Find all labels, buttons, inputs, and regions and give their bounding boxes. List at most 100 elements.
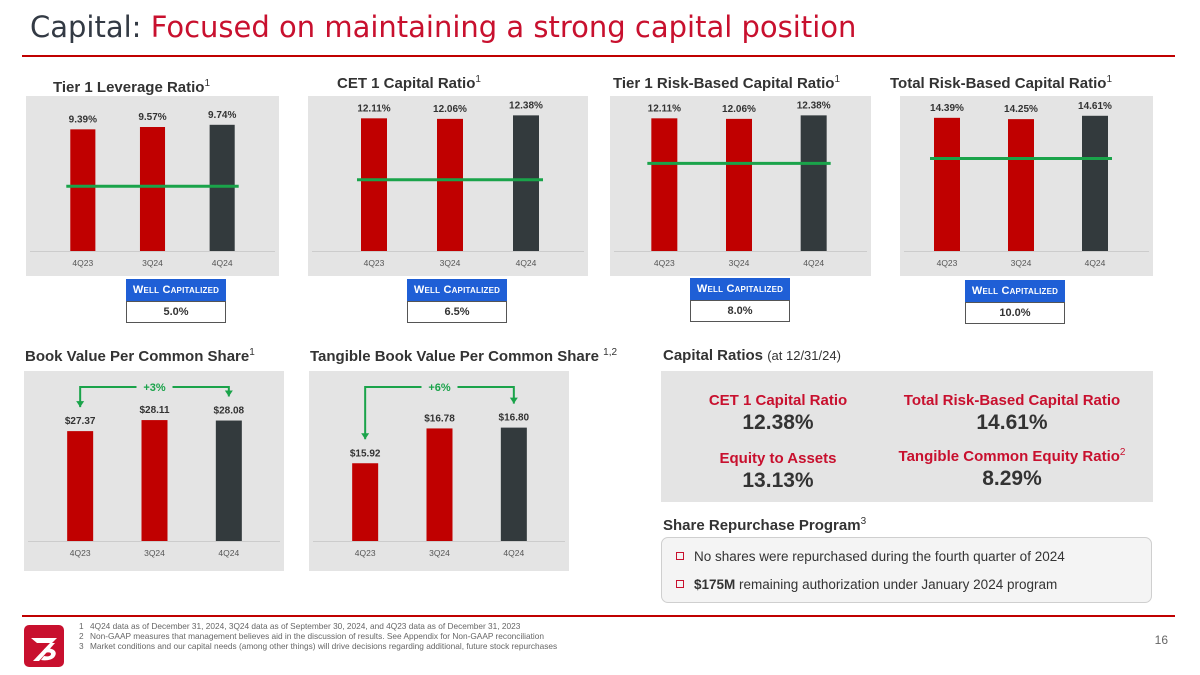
ratio-label: Equity to Assets — [719, 450, 837, 467]
tier1-risk-chart: 12.11% 4Q23 12.06% 3Q24 12.38% 4Q24 — [610, 96, 871, 276]
data-label: 9.39% — [69, 114, 97, 125]
change-label: +3% — [143, 382, 166, 394]
tick-label: 3Q24 — [1011, 258, 1032, 268]
title-divider — [22, 55, 1175, 57]
cet1-chart: 12.11% 4Q23 12.06% 3Q24 12.38% 4Q24 — [308, 96, 588, 276]
data-label: 12.11% — [648, 103, 681, 114]
arrow-head-icon — [361, 433, 370, 440]
data-label: 12.11% — [357, 103, 390, 114]
data-label: $15.92 — [350, 448, 381, 459]
bar-3Q24 — [1008, 119, 1034, 251]
repurchase-title: Share Repurchase Program3 — [663, 516, 867, 534]
tick-label: 4Q24 — [1085, 258, 1106, 268]
tick-label: 4Q23 — [937, 258, 958, 268]
page-title-main: Focused on maintaining a strong capital … — [150, 10, 857, 44]
ratio-value: 14.61% — [976, 411, 1048, 434]
bar-3Q24 — [141, 420, 168, 541]
page-title-prefix: Capital: — [30, 10, 142, 44]
tier1-leverage-title: Tier 1 Leverage Ratio1 — [53, 78, 211, 96]
company-logo — [24, 625, 64, 667]
tier1-risk-well-capitalized: Well Capitalized 8.0% — [690, 278, 790, 322]
well-capitalized-label: Well Capitalized — [126, 279, 226, 301]
data-label: $16.78 — [424, 413, 455, 424]
total-risk-chart: 14.39% 4Q23 14.25% 3Q24 14.61% 4Q24 — [900, 96, 1153, 276]
bar-3Q24 — [139, 127, 166, 251]
tick-label: 4Q23 — [70, 548, 91, 558]
bar-4Q24 — [1082, 115, 1108, 251]
ratio-cet1: CET 1 Capital Ratio 12.38% — [683, 391, 873, 435]
arrow-head-icon — [76, 401, 85, 408]
tick-label: 3Q24 — [729, 258, 750, 268]
footnotes: 1 4Q24 data as of December 31, 2024, 3Q24… — [79, 621, 557, 651]
bvps-title: Book Value Per Common Share1 — [25, 347, 255, 365]
data-label: 14.39% — [930, 103, 964, 114]
tick-label: 4Q23 — [364, 258, 385, 268]
tbvps-svg: $15.92 4Q23 $16.78 3Q24 $16.80 4Q24 +6% — [313, 379, 565, 558]
ratio-tce: Tangible Common Equity Ratio2 8.29% — [891, 447, 1133, 491]
bar-4Q24 — [800, 115, 827, 251]
ratio-label: Tangible Common Equity Ratio2 — [898, 447, 1126, 465]
total-risk-svg: 14.39% 4Q23 14.25% 3Q24 14.61% 4Q24 — [904, 101, 1149, 268]
data-label: 9.74% — [208, 110, 236, 121]
cet1-title: CET 1 Capital Ratio1 — [337, 74, 481, 92]
capital-ratios-title: Capital Ratios (at 12/31/24) — [663, 347, 841, 364]
ratio-value: 8.29% — [982, 467, 1042, 490]
change-label-bg — [136, 379, 173, 393]
page-number: 16 — [1154, 633, 1168, 647]
data-label: 12.06% — [433, 104, 467, 115]
tick-label: 4Q23 — [654, 258, 675, 268]
repurchase-item-1: No shares were repurchased during the fo… — [676, 549, 1065, 564]
tick-label: 4Q24 — [803, 258, 824, 268]
data-label: $27.37 — [65, 416, 96, 427]
data-label: $16.80 — [499, 413, 530, 424]
well-capitalized-value: 5.0% — [126, 301, 226, 323]
cet1-well-capitalized: Well Capitalized 6.5% — [407, 279, 507, 323]
tick-label: 4Q23 — [72, 258, 93, 268]
data-label: 9.57% — [138, 112, 166, 123]
ratio-value: 13.13% — [742, 469, 814, 492]
ratio-label: CET 1 Capital Ratio — [708, 392, 848, 409]
footnote: 2 Non-GAAP measures that management belie… — [79, 631, 544, 641]
well-capitalized-value: 10.0% — [965, 302, 1065, 324]
well-capitalized-value: 8.0% — [690, 300, 790, 322]
well-capitalized-label: Well Capitalized — [965, 280, 1065, 302]
tbvps-title: Tangible Book Value Per Common Share 1,2 — [310, 347, 618, 365]
tier1-leverage-svg: 9.39% 4Q23 9.57% 3Q24 9.74% 4Q24 — [30, 110, 275, 268]
bar-4Q23 — [651, 118, 678, 251]
capital-ratios-panel: CET 1 Capital Ratio 12.38% Total Risk-Ba… — [661, 371, 1153, 502]
tier1-leverage-well-capitalized: Well Capitalized 5.0% — [126, 279, 226, 323]
data-label: 12.06% — [722, 104, 756, 115]
bvps-svg: $27.37 4Q23 $28.11 3Q24 $28.08 4Q24 +3% — [28, 379, 280, 558]
bar-4Q24 — [500, 427, 527, 541]
bar-4Q24 — [209, 124, 235, 251]
footnote: 3 Market conditions and our capital needs… — [79, 641, 558, 651]
ratio-equity-to-assets: Equity to Assets 13.13% — [683, 449, 873, 493]
tick-label: 3Q24 — [440, 258, 461, 268]
tick-label: 3Q24 — [144, 548, 165, 558]
tick-label: 4Q24 — [212, 258, 233, 268]
arrow-head-icon — [509, 397, 518, 404]
footer-divider — [22, 615, 1175, 617]
bar-4Q24 — [215, 420, 242, 541]
data-label: 14.25% — [1004, 104, 1038, 115]
bar-4Q23 — [67, 431, 94, 541]
bvps-chart: $27.37 4Q23 $28.11 3Q24 $28.08 4Q24 +3% — [24, 371, 284, 571]
bar-3Q24 — [726, 118, 752, 251]
data-label: $28.11 — [139, 405, 169, 416]
bar-4Q23 — [934, 117, 960, 251]
change-label-bg — [421, 379, 458, 393]
footnote: 1 4Q24 data as of December 31, 2024, 3Q24… — [79, 621, 521, 631]
bar-4Q23 — [70, 129, 96, 251]
tick-label: 4Q23 — [355, 548, 376, 558]
arrow-head-icon — [224, 390, 233, 397]
tier1-risk-title: Tier 1 Risk-Based Capital Ratio1 — [613, 74, 841, 92]
ratio-value: 12.38% — [742, 411, 814, 434]
change-label: +6% — [428, 382, 451, 394]
data-label: 12.38% — [797, 100, 831, 111]
tick-label: 3Q24 — [429, 548, 450, 558]
bar-4Q23 — [361, 118, 387, 251]
repurchase-item-2: $175M remaining authorization under Janu… — [676, 577, 1057, 592]
tier1-leverage-chart: 9.39% 4Q23 9.57% 3Q24 9.74% 4Q24 — [26, 96, 279, 276]
page-title: Capital: Focused on maintaining a strong… — [30, 10, 856, 44]
tier1-risk-svg: 12.11% 4Q23 12.06% 3Q24 12.38% 4Q24 — [614, 100, 867, 268]
